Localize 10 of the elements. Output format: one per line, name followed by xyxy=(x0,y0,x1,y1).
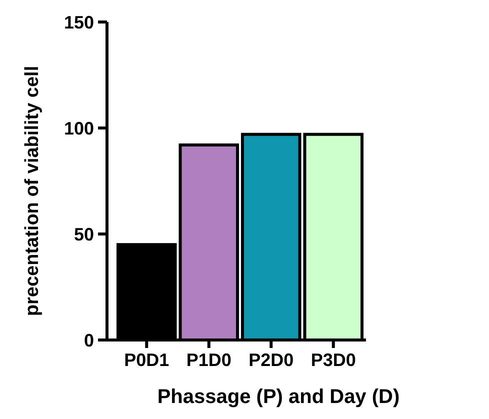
x-tick-label: P0D1 xyxy=(124,350,170,370)
y-tick-label: 50 xyxy=(74,224,94,244)
x-axis-title: Phassage (P) and Day (D) xyxy=(157,386,400,408)
y-tick-label: 0 xyxy=(84,330,94,350)
y-tick-label: 150 xyxy=(64,12,94,32)
x-tick-label: P3D0 xyxy=(310,350,356,370)
y-tick-label: 100 xyxy=(64,118,94,138)
x-tick-label: P2D0 xyxy=(248,350,294,370)
x-tick-label: P1D0 xyxy=(186,350,232,370)
y-axis-title: precentation of viability cell xyxy=(22,66,43,316)
